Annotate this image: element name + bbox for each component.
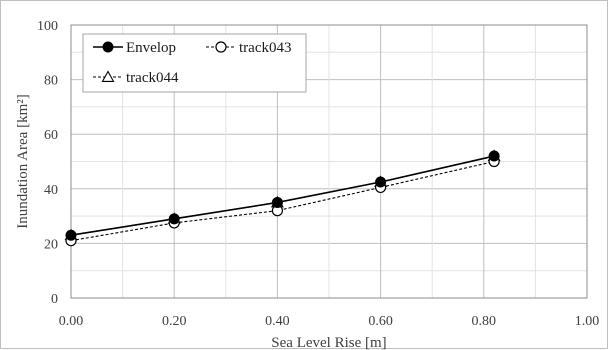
legend-item-track044: track044 — [93, 70, 179, 86]
data-point — [375, 176, 387, 188]
y-tick-label: 80 — [44, 74, 58, 89]
x-axis-ticks: 0.00 0.20 0.40 0.60 0.80 1.00 — [59, 314, 600, 329]
x-tick-label: 0.80 — [472, 314, 497, 329]
legend-label: track044 — [126, 70, 179, 86]
x-axis-title: Sea Level Rise [m] — [271, 335, 386, 350]
plot-area — [70, 24, 588, 299]
data-point — [271, 196, 283, 208]
data-point — [488, 150, 500, 162]
legend-marker — [102, 41, 114, 53]
y-axis-title: Inundation Area [km²] — [15, 94, 31, 228]
y-tick-label: 0 — [51, 292, 58, 307]
series-line — [70, 155, 495, 236]
x-tick-label: 0.40 — [265, 314, 290, 329]
legend-marker — [101, 70, 115, 82]
y-tick-label: 100 — [37, 19, 58, 34]
y-tick-label: 20 — [44, 237, 58, 252]
legend-box — [82, 33, 307, 93]
legend-label: Envelop — [126, 40, 176, 56]
legend-marker — [215, 41, 227, 53]
x-tick-label: 0.00 — [59, 314, 84, 329]
legend-item-track043: track043 — [206, 40, 291, 56]
series-envelop — [65, 150, 500, 241]
data-point — [65, 229, 77, 241]
y-tick-label: 40 — [44, 183, 58, 198]
x-tick-label: 0.20 — [162, 314, 187, 329]
series-line — [70, 155, 495, 237]
series-layer — [64, 149, 501, 247]
y-tick-label: 60 — [44, 128, 58, 143]
x-tick-label: 1.00 — [575, 314, 600, 329]
legend-label: track043 — [239, 40, 291, 56]
legend: Envelop track043 track044 — [82, 33, 307, 93]
x-tick-label: 0.60 — [368, 314, 393, 329]
data-point — [168, 213, 180, 225]
y-axis-ticks: 0 20 40 60 80 100 — [37, 19, 58, 307]
legend-item-envelop: Envelop — [93, 40, 176, 56]
